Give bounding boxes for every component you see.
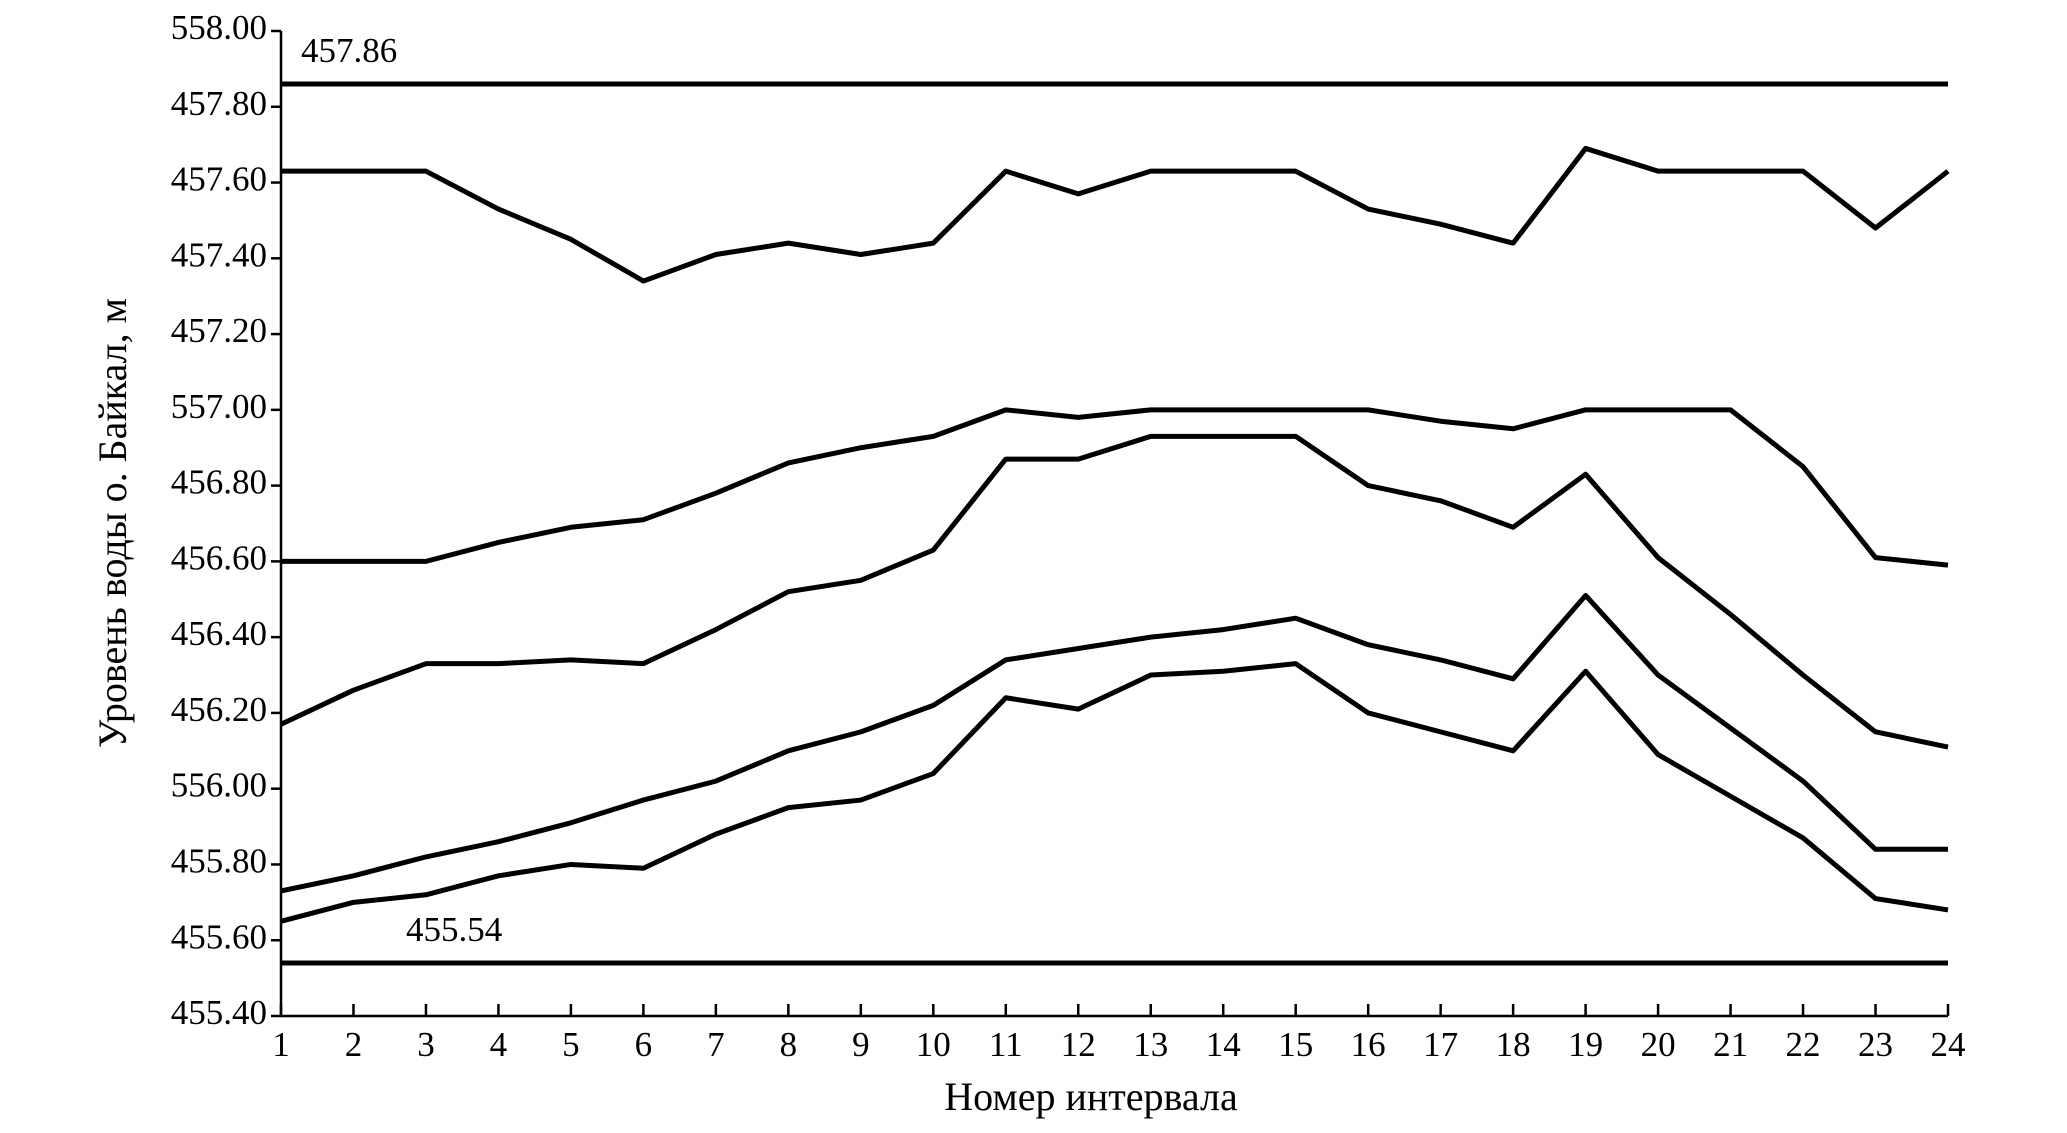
y-tick-label: 457.20 — [171, 311, 267, 350]
y-tick-label: 457.60 — [171, 160, 267, 199]
x-tick-label: 11 — [989, 1025, 1023, 1064]
y-tick-label: 556.00 — [171, 766, 267, 805]
x-tick-label: 2 — [345, 1025, 363, 1064]
y-tick-label: 558.00 — [171, 8, 267, 47]
x-tick-label: 13 — [1133, 1025, 1168, 1064]
line-series — [281, 407, 1949, 568]
y-tick-label: 455.40 — [171, 993, 267, 1032]
x-tick-label: 18 — [1496, 1025, 1531, 1064]
x-tick-label: 14 — [1206, 1025, 1241, 1064]
y-tick-label: 455.80 — [171, 841, 267, 880]
x-axis-title: Номер интервала — [944, 1074, 1238, 1119]
y-tick-label: 457.40 — [171, 235, 267, 274]
y-tick-label: 455.60 — [171, 917, 267, 956]
x-tick-label: 9 — [852, 1025, 870, 1064]
x-tick-label: 8 — [780, 1025, 798, 1064]
line-series — [280, 592, 1948, 894]
x-tick-label: 6 — [635, 1025, 653, 1064]
x-tick-label: 5 — [562, 1025, 580, 1064]
x-tick-label: 12 — [1061, 1025, 1096, 1064]
x-tick-label: 10 — [916, 1025, 951, 1064]
y-tick-label: 456.60 — [171, 538, 267, 577]
y-tick-label: 557.00 — [171, 387, 267, 426]
x-tick-label: 24 — [1931, 1025, 1966, 1064]
x-tick-label: 1 — [272, 1025, 290, 1064]
x-tick-label: 22 — [1786, 1025, 1821, 1064]
x-tick-label: 16 — [1351, 1025, 1386, 1064]
x-tick-label: 7 — [707, 1025, 725, 1064]
line-series — [281, 145, 1950, 284]
x-tick-label: 21 — [1713, 1025, 1748, 1064]
y-tick-label: 456.40 — [171, 614, 267, 653]
x-tick-label: 15 — [1278, 1025, 1313, 1064]
x-tick-label: 4 — [490, 1025, 508, 1064]
y-axis-title: Уровень воды о. Байкал, м — [90, 298, 135, 748]
x-tick-label: 19 — [1568, 1025, 1603, 1064]
y-tick-label: 456.80 — [171, 463, 267, 502]
x-tick-label: 20 — [1641, 1025, 1676, 1064]
reference-label: 455.54 — [406, 910, 502, 949]
y-tick-label: 457.80 — [171, 84, 267, 123]
line-series — [280, 661, 1949, 924]
y-tick-label: 456.20 — [171, 690, 267, 729]
reference-label: 457.86 — [301, 31, 397, 70]
x-tick-label: 23 — [1858, 1025, 1893, 1064]
x-tick-label: 3 — [417, 1025, 435, 1064]
line-series — [279, 433, 1949, 750]
x-tick-label: 17 — [1423, 1025, 1458, 1064]
